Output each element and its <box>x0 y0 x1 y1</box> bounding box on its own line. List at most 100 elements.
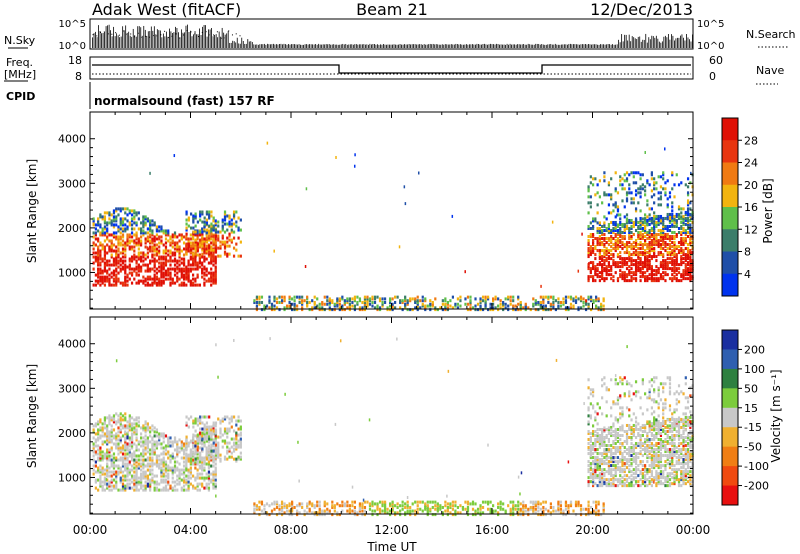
heatmap-cell <box>634 245 638 249</box>
heatmap-cell <box>97 217 100 221</box>
heatmap-cell <box>680 241 683 245</box>
heatmap-cell <box>607 239 611 243</box>
heatmap-cell <box>158 283 161 287</box>
heatmap-cell <box>144 257 147 261</box>
heatmap-cell <box>126 434 129 438</box>
heatmap-cell <box>103 231 107 235</box>
heatmap-cell <box>596 484 599 488</box>
heatmap-cell <box>479 299 482 303</box>
heatmap-cell <box>128 414 131 418</box>
heatmap-cell <box>133 474 136 478</box>
heatmap-cell <box>686 222 690 226</box>
heatmap-cell <box>124 426 127 430</box>
heatmap-cell <box>128 444 131 448</box>
heatmap-cell <box>192 252 195 256</box>
heatmap-cell <box>103 426 107 430</box>
heatmap-cell <box>623 226 626 230</box>
heatmap-cell <box>103 454 107 458</box>
heatmap-cell <box>214 486 217 490</box>
heatmap-cell <box>178 450 181 454</box>
heatmap-cell <box>99 434 102 438</box>
heatmap-cell <box>331 299 334 303</box>
heatmap-cell <box>601 224 604 228</box>
heatmap-cell <box>603 179 606 183</box>
heatmap-cell <box>230 238 233 242</box>
heatmap-cell <box>203 423 206 427</box>
heatmap-cell <box>657 175 660 179</box>
heatmap-cell <box>625 480 629 484</box>
colorbar-tick-label: 12 <box>744 223 758 236</box>
heatmap-cell <box>139 458 143 462</box>
heatmap-cell <box>621 452 624 456</box>
heatmap-cell <box>677 263 681 267</box>
heatmap-cell <box>121 243 125 247</box>
heatmap-cell <box>594 466 597 470</box>
heatmap-cell <box>158 454 161 458</box>
heatmap-cell <box>641 247 644 251</box>
heatmap-cell <box>655 181 658 185</box>
heatmap-cell <box>628 482 631 486</box>
heatmap-cell <box>121 434 125 438</box>
heatmap-cell <box>171 241 174 245</box>
heatmap-cell <box>630 235 633 239</box>
heatmap-cell <box>596 427 599 431</box>
heatmap-cell <box>594 458 597 462</box>
heatmap-cell <box>126 233 129 237</box>
heatmap-cell <box>201 212 204 216</box>
heatmap-cell <box>632 247 635 251</box>
heatmap-cell <box>675 222 678 226</box>
heatmap-cell <box>92 444 95 448</box>
heatmap-cell <box>554 299 558 303</box>
heatmap-cell <box>169 444 172 448</box>
heatmap-cell <box>653 220 656 224</box>
heatmap-cell <box>162 458 165 462</box>
heatmap-cell <box>675 267 678 271</box>
heatmap-cell <box>598 433 601 437</box>
heatmap-cell <box>603 480 606 484</box>
heatmap-cell <box>589 271 592 275</box>
heatmap-cell <box>689 265 692 269</box>
heatmap-cell <box>144 253 147 257</box>
heatmap-cell <box>164 261 168 265</box>
heatmap-cell <box>110 424 113 428</box>
heatmap-cell <box>135 265 138 269</box>
heatmap-cell <box>677 207 681 211</box>
heatmap-cell <box>126 283 129 287</box>
heatmap-cell <box>228 216 231 220</box>
heatmap-cell <box>106 466 109 470</box>
heatmap-cell <box>285 304 289 308</box>
heatmap-cell <box>158 241 161 245</box>
heatmap-cell <box>201 464 204 468</box>
heatmap-cell <box>99 279 102 283</box>
heatmap-cell <box>686 211 690 215</box>
heatmap-cell <box>680 259 683 263</box>
heatmap-cell <box>653 233 656 237</box>
heatmap-cell <box>632 197 635 201</box>
heatmap-cell <box>646 181 649 185</box>
heatmap-cell <box>682 207 685 211</box>
heatmap-cell <box>644 213 647 217</box>
heatmap-cell <box>167 438 170 442</box>
heatmap-cell <box>612 468 615 472</box>
heatmap-cell <box>607 466 611 470</box>
heatmap-cell <box>121 247 125 251</box>
heatmap-cell <box>603 438 606 442</box>
heatmap-cell <box>625 438 629 442</box>
heatmap-cell <box>124 229 127 233</box>
heatmap-cell <box>601 267 604 271</box>
heatmap-cell <box>598 444 601 448</box>
heatmap-cell <box>682 269 685 273</box>
heatmap-cell <box>94 237 97 241</box>
heatmap-cell <box>657 214 660 218</box>
heatmap-cell <box>198 466 201 470</box>
heatmap-cell <box>106 430 109 434</box>
heatmap-cell <box>146 265 149 269</box>
heatmap-cell <box>106 223 109 227</box>
heatmap-cell <box>492 302 495 306</box>
heatmap-cell <box>158 482 161 486</box>
heatmap-cell <box>210 251 213 255</box>
heatmap-cell <box>119 448 122 452</box>
heatmap-cell <box>564 300 568 304</box>
heatmap-cell <box>158 277 161 281</box>
heatmap-cell <box>682 243 685 247</box>
